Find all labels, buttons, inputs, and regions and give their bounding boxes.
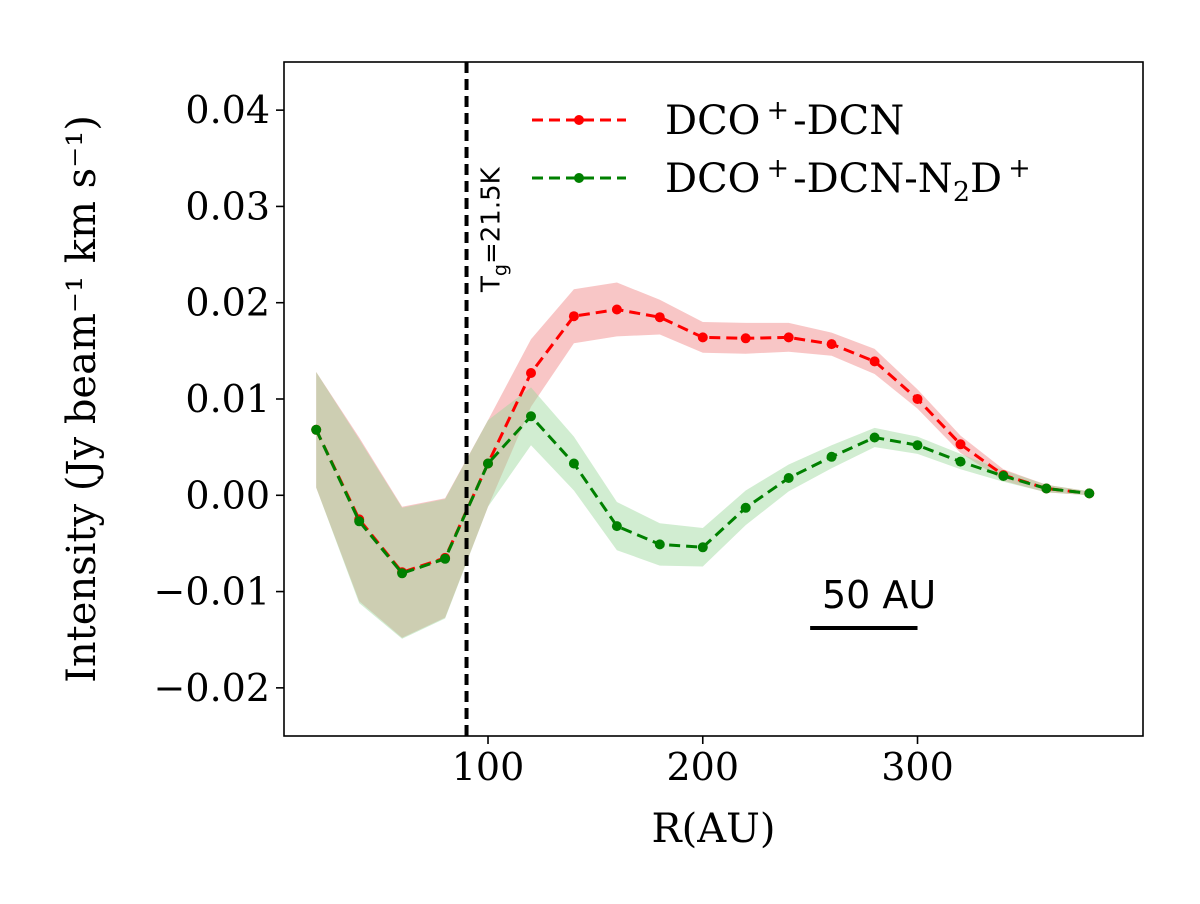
data-point [955, 456, 966, 467]
data-point [397, 568, 408, 579]
y-axis-label: Intensity (Jy beam⁻¹ km s⁻¹) [59, 115, 105, 683]
data-point [483, 458, 493, 469]
scale-bar: 50 AU [810, 573, 936, 630]
data-point [697, 542, 708, 553]
x-tick-label: 300 [881, 745, 954, 789]
data-point [1084, 488, 1095, 499]
legend-marker-0 [574, 115, 584, 125]
data-point [354, 516, 365, 527]
data-point [1041, 483, 1052, 494]
y-axis-ticks: −0.02 −0.01 0.00 0.01 0.02 0.03 0.04 [154, 88, 284, 710]
data-point [955, 439, 966, 450]
error-band-1 [316, 372, 1090, 639]
y-tick-label: 0.02 [185, 281, 270, 325]
data-point [783, 332, 794, 343]
legend-marker-1 [574, 173, 584, 183]
x-axis-label: R(AU) [652, 806, 776, 852]
data-point [526, 411, 536, 422]
x-tick-label: 100 [452, 745, 525, 789]
y-tick-label: 0.01 [185, 377, 270, 421]
series-lines [311, 304, 1095, 579]
legend: DCO + -DCN DCO + -DCN-N2D + [532, 95, 1031, 208]
y-tick-label: 0.04 [185, 88, 270, 132]
x-axis-ticks: 100 200 300 [452, 736, 954, 789]
x-tick-label: 200 [666, 745, 739, 789]
data-point [654, 312, 665, 323]
data-point [611, 521, 622, 532]
legend-label-1: DCO + -DCN-N2D + [665, 153, 1031, 208]
threshold-label: Tg=21.5K [477, 166, 512, 293]
y-tick-label: −0.02 [154, 666, 270, 710]
legend-label-0: DCO + -DCN [665, 95, 904, 144]
data-point [912, 440, 923, 451]
data-point [311, 424, 322, 435]
temperature-line: Tg=21.5K [464, 62, 512, 736]
error-bands [316, 282, 1090, 639]
error-band-0 [316, 282, 1090, 638]
y-tick-label: 0.00 [185, 473, 270, 517]
data-point [740, 333, 751, 344]
data-point [697, 332, 708, 343]
data-point [869, 356, 880, 367]
data-point [826, 339, 837, 350]
data-point [912, 394, 923, 404]
data-point [998, 471, 1009, 481]
data-point [440, 553, 451, 564]
data-point [869, 432, 880, 443]
y-tick-label: 0.03 [185, 184, 270, 228]
data-point [568, 311, 579, 322]
y-tick-label: −0.01 [154, 570, 270, 614]
data-point [783, 473, 794, 483]
scale-bar-label: 50 AU [822, 573, 936, 617]
data-point [526, 368, 536, 378]
data-point [826, 451, 837, 462]
data-point [740, 502, 751, 513]
data-point [568, 458, 579, 469]
data-point [611, 304, 622, 315]
data-point [654, 539, 665, 550]
